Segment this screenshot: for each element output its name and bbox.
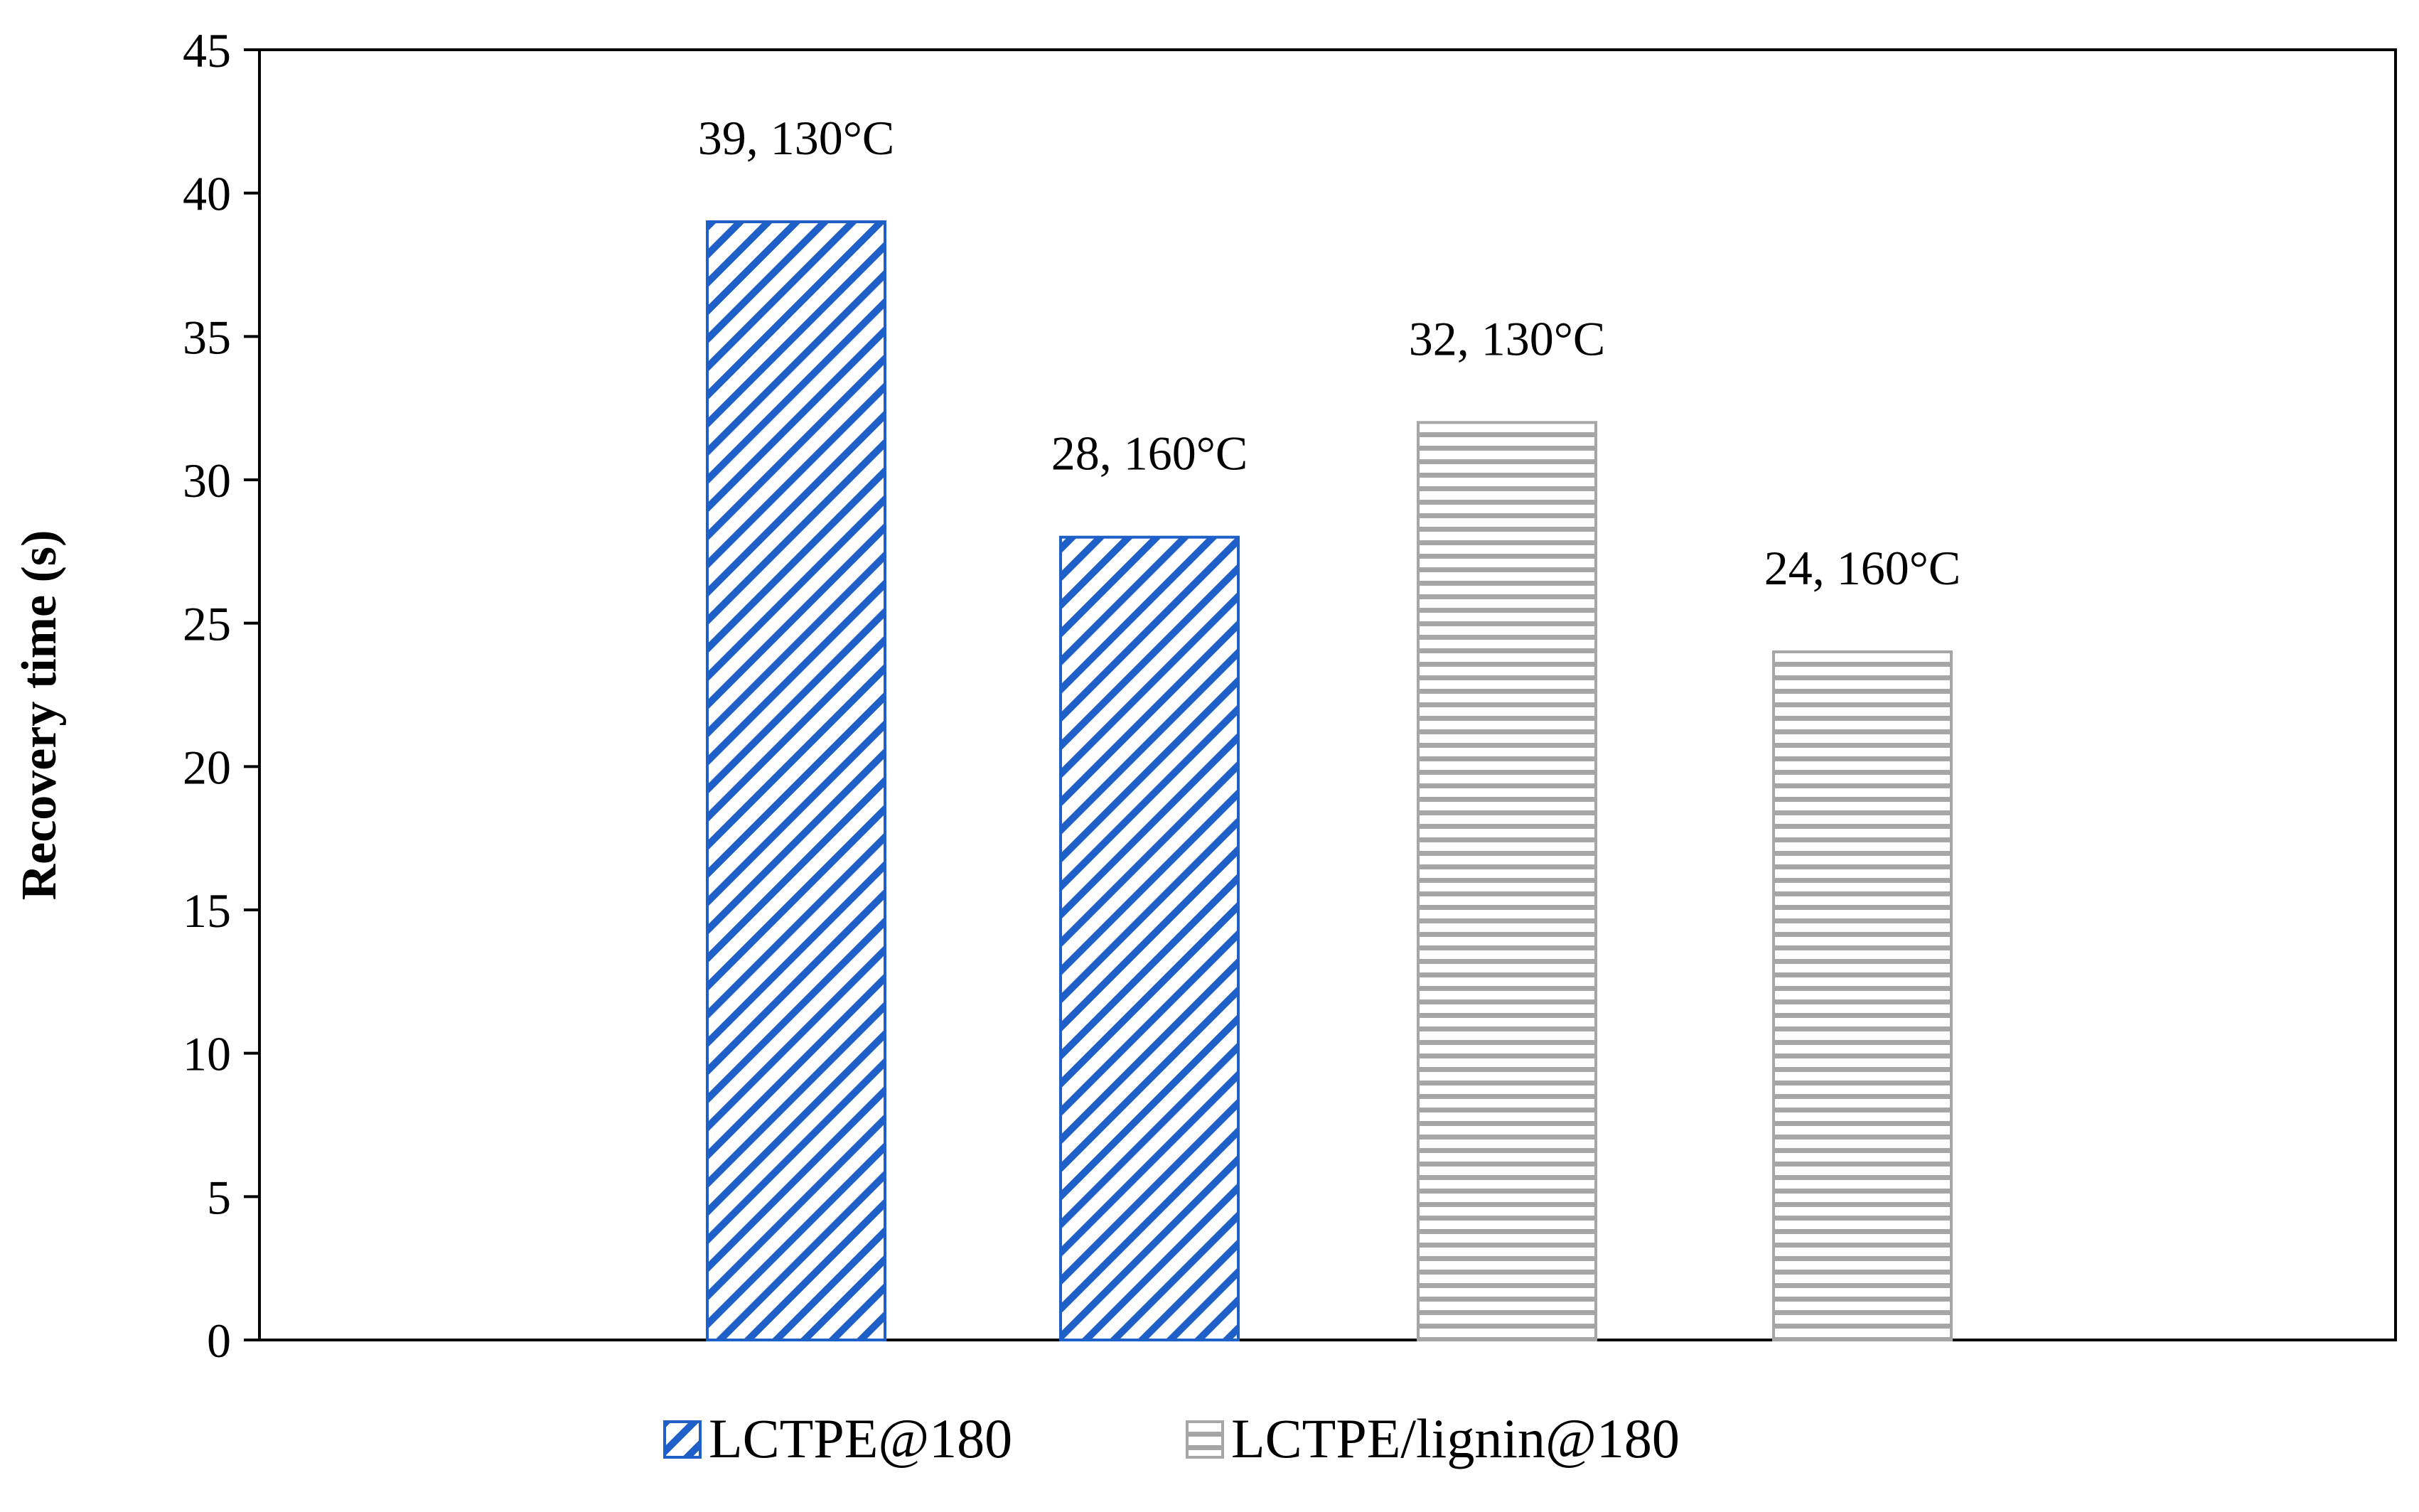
bar-lctpe-lignin-180-1: [1417, 421, 1597, 1341]
y-tick-label: 40: [183, 167, 231, 221]
data-label: 32, 130°C: [1409, 311, 1606, 365]
y-axis-title: Recovery time (s): [12, 530, 67, 901]
bar-lctpe-lignin-180-2: [1772, 650, 1953, 1341]
plot-frame: [258, 48, 2397, 1341]
data-labels: 39, 130°C 28, 160°C 32, 130°C 24, 160°C: [698, 111, 1961, 595]
bars: [706, 220, 1953, 1342]
y-tick-label: 15: [183, 884, 231, 938]
data-label: 24, 160°C: [1764, 541, 1961, 595]
y-axis: 0 5 10 15 20 25 30 35 40 45: [183, 23, 259, 1368]
legend-swatch-1: [663, 1420, 702, 1459]
legend-swatch-2: [1186, 1420, 1224, 1459]
plot-area: [258, 48, 2397, 1341]
y-tick-label: 0: [207, 1314, 231, 1368]
bar-lctpe-180-1: [706, 220, 886, 1341]
y-tick-label: 30: [183, 454, 231, 508]
y-tick-label: 20: [183, 740, 231, 794]
legend-label-1: LCTPE@180: [709, 1408, 1012, 1469]
legend-label-2: LCTPE/lignin@180: [1231, 1408, 1680, 1469]
y-tick-label: 10: [183, 1027, 231, 1081]
y-tick-label: 45: [183, 23, 231, 77]
y-tick-label: 25: [183, 597, 231, 651]
legend: LCTPE@180 LCTPE/lignin@180: [663, 1408, 1680, 1469]
bar-lctpe-180-2: [1059, 535, 1240, 1342]
y-tick-label: 5: [207, 1170, 231, 1224]
data-label: 28, 160°C: [1051, 427, 1248, 481]
y-tick-label: 35: [183, 310, 231, 364]
data-label: 39, 130°C: [698, 111, 895, 165]
